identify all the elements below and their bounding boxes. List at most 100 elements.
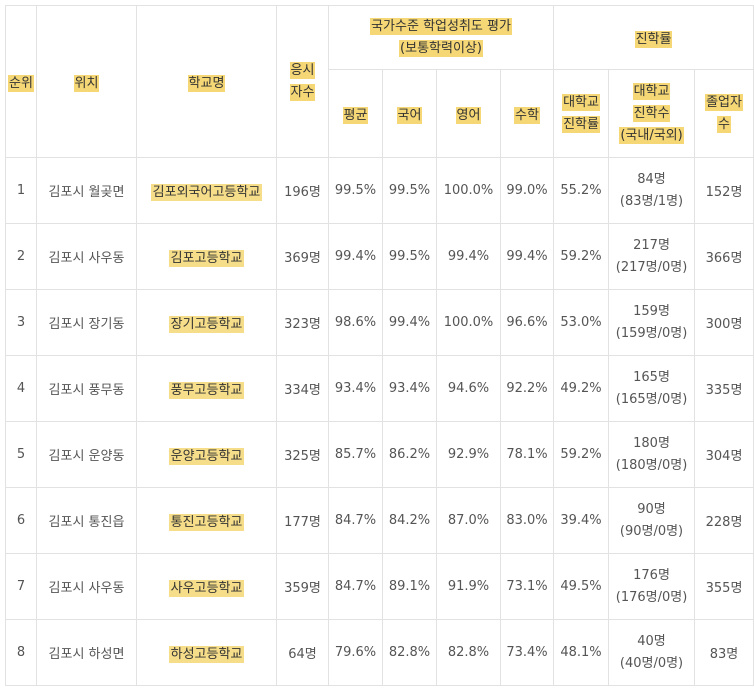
cell-location: 김포시 운양동 bbox=[36, 421, 137, 488]
cell-school: 통진고등학교 bbox=[136, 487, 277, 554]
cell-applicants: 359명 bbox=[276, 553, 329, 620]
cell-english: 99.4% bbox=[436, 223, 501, 290]
header-college-rate: 대학교 진학률 bbox=[553, 69, 610, 158]
cell-graduates: 83명 bbox=[694, 619, 754, 686]
cell-location: 김포시 하성면 bbox=[36, 619, 137, 686]
cell-graduates: 228명 bbox=[694, 487, 754, 554]
cell-average: 84.7% bbox=[328, 487, 383, 554]
cell-college-count: 180명 (180명/0명) bbox=[608, 421, 696, 488]
cell-rank: 6 bbox=[5, 487, 37, 554]
cell-math: 99.0% bbox=[499, 157, 555, 224]
college-count-total: 165명 bbox=[633, 369, 670, 385]
cell-korean: 99.5% bbox=[382, 157, 437, 224]
cell-college-rate: 59.2% bbox=[553, 223, 610, 290]
cell-rank: 2 bbox=[5, 223, 37, 290]
cell-college-rate: 59.2% bbox=[553, 421, 610, 488]
table-row: 7 김포시 사우동 사우고등학교 359명 84.7% 89.1% 91.9% 73.1% 49… bbox=[5, 553, 754, 620]
college-count-split: (90명/0명) bbox=[619, 523, 684, 539]
cell-rank: 4 bbox=[5, 355, 37, 422]
cell-rank: 8 bbox=[5, 619, 37, 686]
table-row: 3 김포시 장기동 장기고등학교 323명 98.6% 99.4% 100.0% 96.6% 5… bbox=[5, 289, 754, 356]
cell-rank: 1 bbox=[5, 157, 37, 224]
cell-average: 98.6% bbox=[328, 289, 383, 356]
cell-graduates: 304명 bbox=[694, 421, 754, 488]
cell-applicants: 323명 bbox=[276, 289, 329, 356]
cell-rank: 3 bbox=[5, 289, 37, 356]
cell-location: 김포시 통진읍 bbox=[36, 487, 137, 554]
cell-korean: 84.2% bbox=[382, 487, 437, 554]
header-college-count: 대학교 진학수 (국내/국외) bbox=[608, 69, 696, 158]
cell-college-rate: 55.2% bbox=[553, 157, 610, 224]
cell-college-count: 40명 (40명/0명) bbox=[608, 619, 696, 686]
school-name: 장기고등학교 bbox=[168, 316, 245, 333]
cell-college-count: 165명 (165명/0명) bbox=[608, 355, 696, 422]
cell-school: 운양고등학교 bbox=[136, 421, 277, 488]
cell-school: 김포외국어고등학교 bbox=[136, 157, 277, 224]
cell-math: 73.4% bbox=[499, 619, 555, 686]
header-assessment: 국가수준 학업성취도 평가 (보통학력이상) bbox=[327, 5, 555, 70]
college-count-split: (165명/0명) bbox=[615, 391, 688, 407]
cell-location: 김포시 장기동 bbox=[36, 289, 137, 356]
cell-graduates: 335명 bbox=[694, 355, 754, 422]
table-row: 2 김포시 사우동 김포고등학교 369명 99.4% 99.5% 99.4% 99.4% 59… bbox=[5, 223, 754, 290]
cell-english: 100.0% bbox=[436, 157, 501, 224]
cell-applicants: 369명 bbox=[276, 223, 329, 290]
cell-applicants: 325명 bbox=[276, 421, 329, 488]
header-location: 위치 bbox=[36, 5, 137, 158]
cell-average: 84.7% bbox=[328, 553, 383, 620]
cell-college-count: 176명 (176명/0명) bbox=[608, 553, 696, 620]
college-count-split: (217명/0명) bbox=[615, 259, 688, 275]
header-applicants: 응시 자수 bbox=[276, 5, 329, 158]
college-count-split: (40명/0명) bbox=[619, 655, 684, 671]
cell-graduates: 355명 bbox=[694, 553, 754, 620]
cell-school: 장기고등학교 bbox=[136, 289, 277, 356]
cell-college-count: 159명 (159명/0명) bbox=[608, 289, 696, 356]
cell-english: 91.9% bbox=[436, 553, 501, 620]
cell-location: 김포시 풍무동 bbox=[36, 355, 137, 422]
header-average: 평균 bbox=[328, 69, 383, 158]
header-korean: 국어 bbox=[382, 69, 437, 158]
table-row: 1 김포시 월곶면 김포외국어고등학교 196명 99.5% 99.5% 100.0% 99.… bbox=[5, 157, 754, 224]
cell-college-rate: 49.2% bbox=[553, 355, 610, 422]
cell-korean: 99.4% bbox=[382, 289, 437, 356]
header-english: 영어 bbox=[436, 69, 501, 158]
cell-average: 85.7% bbox=[328, 421, 383, 488]
cell-average: 99.4% bbox=[328, 223, 383, 290]
college-count-split: (83명/1명) bbox=[619, 193, 684, 209]
cell-korean: 93.4% bbox=[382, 355, 437, 422]
cell-english: 87.0% bbox=[436, 487, 501, 554]
cell-korean: 86.2% bbox=[382, 421, 437, 488]
school-name: 통진고등학교 bbox=[168, 514, 245, 531]
college-count-total: 180명 bbox=[633, 435, 670, 451]
cell-college-count: 217명 (217명/0명) bbox=[608, 223, 696, 290]
college-count-split: (180명/0명) bbox=[615, 457, 688, 473]
cell-rank: 5 bbox=[5, 421, 37, 488]
college-count-total: 84명 bbox=[637, 171, 666, 187]
cell-college-rate: 39.4% bbox=[553, 487, 610, 554]
cell-location: 김포시 사우동 bbox=[36, 223, 137, 290]
cell-english: 94.6% bbox=[436, 355, 501, 422]
cell-school: 김포고등학교 bbox=[136, 223, 277, 290]
school-name: 풍무고등학교 bbox=[168, 382, 245, 399]
cell-school: 풍무고등학교 bbox=[136, 355, 277, 422]
college-count-split: (159명/0명) bbox=[615, 325, 688, 341]
cell-korean: 89.1% bbox=[382, 553, 437, 620]
school-name: 사우고등학교 bbox=[168, 580, 245, 597]
college-count-total: 90명 bbox=[637, 501, 666, 517]
cell-average: 79.6% bbox=[328, 619, 383, 686]
cell-location: 김포시 월곶면 bbox=[36, 157, 137, 224]
cell-math: 99.4% bbox=[499, 223, 555, 290]
cell-graduates: 152명 bbox=[694, 157, 754, 224]
school-ranking-table: 순위 위치 학교명 응시 자수 국가수준 학업성취도 평가 (보통학력이상) 진… bbox=[5, 5, 754, 686]
cell-math: 92.2% bbox=[499, 355, 555, 422]
header-advancement: 진학률 bbox=[553, 5, 754, 70]
table-row: 6 김포시 통진읍 통진고등학교 177명 84.7% 84.2% 87.0% 83.0% 39… bbox=[5, 487, 754, 554]
table-row: 5 김포시 운양동 운양고등학교 325명 85.7% 86.2% 92.9% 78.1% 59… bbox=[5, 421, 754, 488]
cell-math: 83.0% bbox=[499, 487, 555, 554]
college-count-total: 159명 bbox=[633, 303, 670, 319]
cell-english: 82.8% bbox=[436, 619, 501, 686]
cell-average: 93.4% bbox=[328, 355, 383, 422]
cell-college-count: 90명 (90명/0명) bbox=[608, 487, 696, 554]
cell-college-rate: 48.1% bbox=[553, 619, 610, 686]
cell-korean: 99.5% bbox=[382, 223, 437, 290]
